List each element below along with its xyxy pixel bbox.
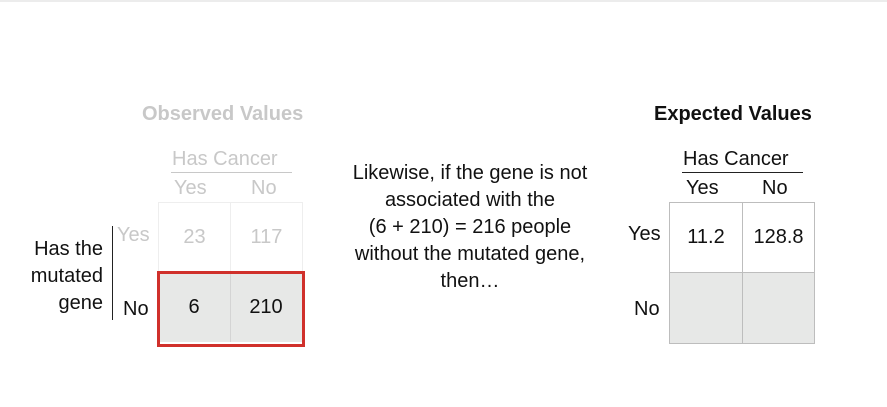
expected-col-group-underline <box>682 172 803 173</box>
explanation-line1: Likewise, if the gene is not <box>352 162 588 184</box>
top-divider <box>0 0 887 2</box>
expected-row-no: No <box>634 298 660 320</box>
explanation-line2: associated with the <box>384 189 556 211</box>
observed-row-yes: Yes <box>117 224 150 246</box>
expected-title: Expected Values <box>654 103 812 125</box>
highlight-box <box>157 271 305 347</box>
explanation-line5: then… <box>440 270 500 292</box>
expected-cell-no-yes <box>669 273 742 344</box>
row-group-line2: mutated <box>30 265 103 287</box>
observed-cell-yes-yes: 23 <box>158 202 230 272</box>
row-group-line1: Has the <box>34 238 103 260</box>
expected-row-yes: Yes <box>628 223 661 245</box>
observed-col-no: No <box>251 177 277 199</box>
observed-title: Observed Values <box>142 103 304 125</box>
observed-cell-divider <box>230 272 231 342</box>
expected-col-no: No <box>762 177 788 199</box>
observed-col-group-underline <box>171 172 292 173</box>
expected-cell-no-no <box>742 273 815 344</box>
observed-row-group-label: Has the mutated gene <box>10 236 103 317</box>
row-group-line3: gene <box>58 292 104 314</box>
observed-col-yes: Yes <box>174 177 207 199</box>
explanation-text: Likewise, if the gene is not associated … <box>330 160 610 295</box>
observed-row-no: No <box>123 298 149 320</box>
observed-col-group: Has Cancer <box>172 148 278 170</box>
expected-cell-yes-no: 128.8 <box>742 202 815 273</box>
row-group-bracket <box>112 226 113 320</box>
explanation-line3: (6 + 210) = 216 people <box>368 216 572 238</box>
explanation-line4: without the mutated gene, <box>354 243 586 265</box>
expected-col-group: Has Cancer <box>683 148 789 170</box>
expected-col-yes: Yes <box>686 177 719 199</box>
expected-cell-yes-yes: 11.2 <box>669 202 742 273</box>
observed-cell-no-yes: 6 <box>158 272 230 342</box>
observed-cell-no-no: 210 <box>230 272 302 342</box>
observed-cell-yes-no: 117 <box>230 202 303 272</box>
